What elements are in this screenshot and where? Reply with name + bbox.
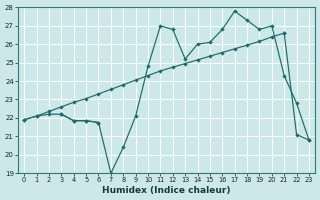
X-axis label: Humidex (Indice chaleur): Humidex (Indice chaleur) — [102, 186, 231, 195]
